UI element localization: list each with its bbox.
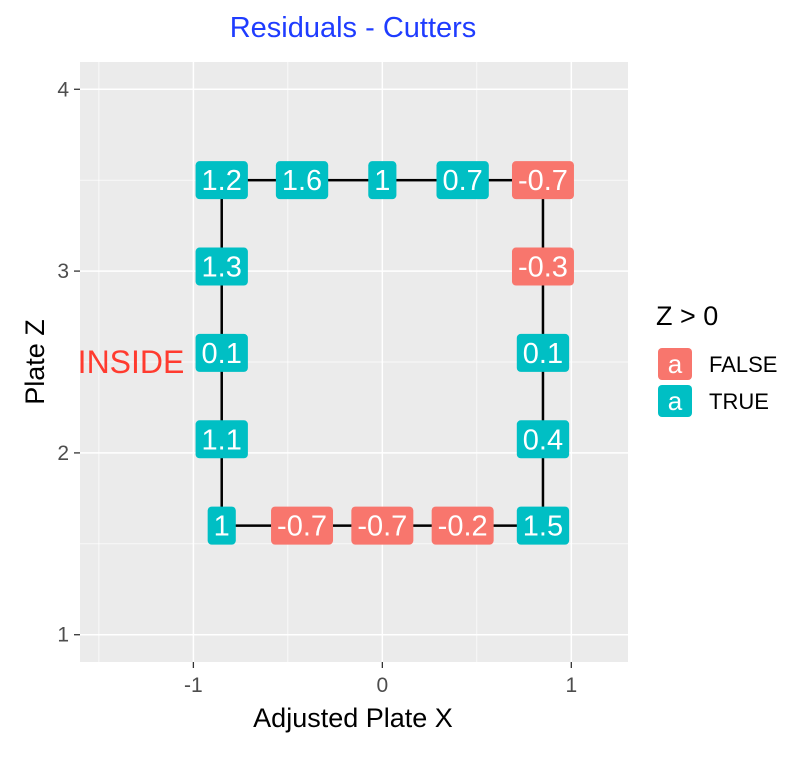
point-label-box-11 bbox=[207, 506, 236, 545]
point-label-1: 1.6 bbox=[275, 161, 329, 200]
point-label-text-12: -0.7 bbox=[277, 511, 327, 543]
point-label-box-3 bbox=[436, 161, 489, 200]
point-label-0: 1.2 bbox=[195, 161, 248, 200]
point-label-box-1 bbox=[275, 161, 329, 200]
legend-key-true bbox=[658, 385, 692, 417]
y-tick-label-3: 4 bbox=[57, 78, 69, 101]
point-label-4: -0.7 bbox=[511, 161, 574, 200]
point-label-text-7: 0.1 bbox=[202, 338, 242, 370]
point-label-text-6: -0.3 bbox=[518, 252, 568, 284]
point-label-8: 0.1 bbox=[516, 333, 570, 372]
point-label-10: 0.4 bbox=[516, 420, 570, 459]
y-tick-label-0: 1 bbox=[57, 624, 69, 647]
point-label-box-4 bbox=[511, 161, 574, 200]
point-label-box-13 bbox=[351, 506, 414, 545]
x-axis-title: Adjusted Plate X bbox=[253, 703, 453, 733]
point-label-15: 1.5 bbox=[516, 506, 570, 545]
y-axis: 1 2 3 4 bbox=[57, 78, 80, 647]
legend-entries: a FALSE a TRUE bbox=[658, 348, 777, 417]
chart-title: Residuals - Cutters bbox=[230, 12, 477, 44]
residual-labels: 1.2 1.6 1 0.7 -0.7 1.3 -0.3 0.1 0.1 1.1 0.4 1 -0.7 -0… bbox=[195, 161, 574, 545]
point-label-text-14: -0.2 bbox=[438, 511, 488, 543]
point-label-box-6 bbox=[511, 247, 574, 286]
point-label-text-15: 1.5 bbox=[523, 511, 563, 543]
point-label-text-3: 0.7 bbox=[442, 165, 482, 197]
y-axis-title: Plate Z bbox=[20, 319, 50, 405]
point-label-box-10 bbox=[516, 420, 570, 459]
legend-key-false bbox=[658, 348, 692, 380]
legend-entry-false: a FALSE bbox=[658, 348, 777, 380]
legend: Z > 0 a FALSE a TRUE bbox=[656, 301, 777, 417]
x-tick-label-0: -1 bbox=[184, 674, 203, 697]
point-label-text-5: 1.3 bbox=[202, 252, 242, 284]
point-label-box-12 bbox=[271, 506, 334, 545]
legend-label-true: TRUE bbox=[709, 389, 769, 414]
point-label-box-15 bbox=[516, 506, 570, 545]
point-label-box-2 bbox=[368, 161, 397, 200]
x-axis: -1 0 1 bbox=[184, 662, 577, 697]
point-label-text-0: 1.2 bbox=[202, 165, 242, 197]
point-label-text-11: 1 bbox=[214, 511, 230, 543]
legend-key-glyph-0: a bbox=[668, 349, 683, 379]
point-label-6: -0.3 bbox=[511, 247, 574, 286]
point-label-text-9: 1.1 bbox=[202, 424, 242, 456]
point-label-5: 1.3 bbox=[195, 247, 248, 286]
legend-entry-true: a TRUE bbox=[658, 385, 769, 417]
point-label-box-8 bbox=[516, 333, 570, 372]
point-label-box-5 bbox=[195, 247, 248, 286]
point-label-box-9 bbox=[195, 420, 248, 459]
point-label-13: -0.7 bbox=[351, 506, 414, 545]
x-tick-label-2: 1 bbox=[565, 674, 577, 697]
y-tick-label-1: 2 bbox=[57, 442, 69, 465]
point-label-text-1: 1.6 bbox=[282, 165, 322, 197]
point-label-box-7 bbox=[195, 333, 248, 372]
point-label-14: -0.2 bbox=[431, 506, 494, 545]
point-label-box-14 bbox=[431, 506, 494, 545]
point-label-text-10: 0.4 bbox=[523, 424, 563, 456]
point-label-text-13: -0.7 bbox=[357, 511, 407, 543]
legend-label-false: FALSE bbox=[709, 352, 777, 377]
point-label-7: 0.1 bbox=[195, 333, 248, 372]
point-label-12: -0.7 bbox=[271, 506, 334, 545]
legend-title: Z > 0 bbox=[656, 301, 718, 331]
point-label-box-0 bbox=[195, 161, 248, 200]
point-label-11: 1 bbox=[207, 506, 236, 545]
annotations: INSIDE bbox=[78, 344, 185, 380]
y-tick-label-2: 3 bbox=[57, 260, 69, 283]
x-tick-label-1: 0 bbox=[377, 674, 389, 697]
point-label-3: 0.7 bbox=[436, 161, 489, 200]
annotation-inside: INSIDE bbox=[78, 344, 185, 380]
point-label-9: 1.1 bbox=[195, 420, 248, 459]
point-label-text-2: 1 bbox=[374, 165, 390, 197]
point-label-text-8: 0.1 bbox=[523, 338, 563, 370]
point-label-2: 1 bbox=[368, 161, 397, 200]
point-label-text-4: -0.7 bbox=[518, 165, 568, 197]
legend-key-glyph-1: a bbox=[668, 386, 683, 416]
